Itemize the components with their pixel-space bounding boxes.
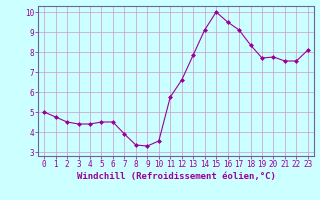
X-axis label: Windchill (Refroidissement éolien,°C): Windchill (Refroidissement éolien,°C): [76, 172, 276, 181]
